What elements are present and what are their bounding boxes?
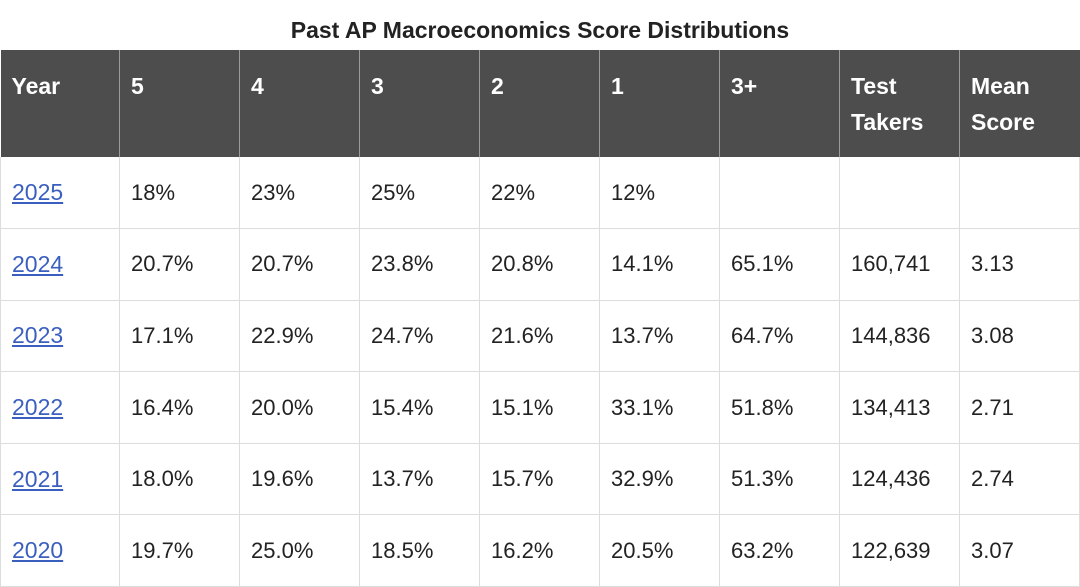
year-link-2023[interactable]: 2023 (12, 322, 64, 349)
year-link-2021[interactable]: 2021 (12, 465, 64, 492)
mean-score-cell: 2.71 (959, 371, 1080, 444)
table-row: 2020 19.7% 25.0% 18.5% 16.2% 20.5% 63.2%… (0, 514, 1080, 587)
score-3-plus-cell: 65.1% (719, 228, 840, 301)
year-cell: 2021 (0, 443, 120, 516)
score-2-cell: 22% (479, 157, 600, 230)
score-3-cell: 18.5% (359, 514, 480, 587)
header-mean-score: Mean Score (959, 50, 1080, 157)
year-cell: 2024 (0, 228, 120, 301)
score-3-plus-cell: 63.2% (719, 514, 840, 587)
score-4-cell: 20.0% (239, 371, 360, 444)
year-link-2025[interactable]: 2025 (12, 179, 64, 206)
mean-score-cell (959, 157, 1080, 230)
mean-score-cell: 3.13 (959, 228, 1080, 301)
score-1-cell: 13.7% (599, 300, 720, 373)
header-score-3-plus: 3+ (719, 50, 840, 157)
score-4-cell: 20.7% (239, 228, 360, 301)
score-1-cell: 14.1% (599, 228, 720, 301)
score-2-cell: 15.1% (479, 371, 600, 444)
table-row: 2023 17.1% 22.9% 24.7% 21.6% 13.7% 64.7%… (0, 300, 1080, 373)
year-link-2024[interactable]: 2024 (12, 250, 64, 277)
score-2-cell: 21.6% (479, 300, 600, 373)
year-cell: 2023 (0, 300, 120, 373)
header-test-takers: Test Takers (839, 50, 960, 157)
score-4-cell: 23% (239, 157, 360, 230)
test-takers-cell: 144,836 (839, 300, 960, 373)
table-row: 2025 18% 23% 25% 22% 12% (0, 157, 1080, 230)
score-3-cell: 13.7% (359, 443, 480, 516)
score-5-cell: 18% (119, 157, 240, 230)
year-link-2022[interactable]: 2022 (12, 394, 64, 421)
table-row: 2022 16.4% 20.0% 15.4% 15.1% 33.1% 51.8%… (0, 371, 1080, 444)
score-4-cell: 25.0% (239, 514, 360, 587)
score-3-plus-cell (719, 157, 840, 230)
score-distribution-table: Year 5 4 3 2 1 3+ Test Takers Mean Score… (0, 50, 1080, 587)
score-3-plus-cell: 51.3% (719, 443, 840, 516)
header-score-2: 2 (479, 50, 600, 157)
test-takers-cell: 134,413 (839, 371, 960, 444)
header-score-4: 4 (239, 50, 360, 157)
year-cell: 2025 (0, 157, 120, 230)
score-1-cell: 12% (599, 157, 720, 230)
header-score-3: 3 (359, 50, 480, 157)
score-3-cell: 23.8% (359, 228, 480, 301)
mean-score-cell: 3.08 (959, 300, 1080, 373)
score-4-cell: 22.9% (239, 300, 360, 373)
score-3-cell: 24.7% (359, 300, 480, 373)
score-5-cell: 19.7% (119, 514, 240, 587)
score-5-cell: 18.0% (119, 443, 240, 516)
header-year: Year (0, 50, 120, 157)
test-takers-cell: 124,436 (839, 443, 960, 516)
year-link-2020[interactable]: 2020 (12, 537, 64, 564)
score-5-cell: 17.1% (119, 300, 240, 373)
score-5-cell: 16.4% (119, 371, 240, 444)
score-3-cell: 25% (359, 157, 480, 230)
header-row: Year 5 4 3 2 1 3+ Test Takers Mean Score (0, 50, 1080, 157)
score-3-plus-cell: 51.8% (719, 371, 840, 444)
score-5-cell: 20.7% (119, 228, 240, 301)
year-cell: 2020 (0, 514, 120, 587)
score-1-cell: 20.5% (599, 514, 720, 587)
test-takers-cell: 122,639 (839, 514, 960, 587)
mean-score-cell: 2.74 (959, 443, 1080, 516)
mean-score-cell: 3.07 (959, 514, 1080, 587)
header-score-5: 5 (119, 50, 240, 157)
score-3-plus-cell: 64.7% (719, 300, 840, 373)
score-3-cell: 15.4% (359, 371, 480, 444)
score-2-cell: 20.8% (479, 228, 600, 301)
table-row: 2024 20.7% 20.7% 23.8% 20.8% 14.1% 65.1%… (0, 228, 1080, 301)
score-2-cell: 15.7% (479, 443, 600, 516)
score-2-cell: 16.2% (479, 514, 600, 587)
score-1-cell: 33.1% (599, 371, 720, 444)
test-takers-cell (839, 157, 960, 230)
score-4-cell: 19.6% (239, 443, 360, 516)
test-takers-cell: 160,741 (839, 228, 960, 301)
score-1-cell: 32.9% (599, 443, 720, 516)
header-score-1: 1 (599, 50, 720, 157)
table-title: Past AP Macroeconomics Score Distributio… (290, 17, 790, 43)
table-row: 2021 18.0% 19.6% 13.7% 15.7% 32.9% 51.3%… (0, 443, 1080, 516)
year-cell: 2022 (0, 371, 120, 444)
